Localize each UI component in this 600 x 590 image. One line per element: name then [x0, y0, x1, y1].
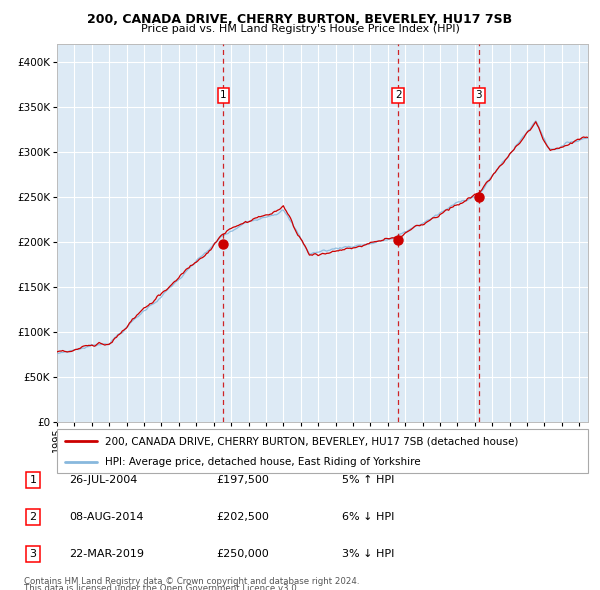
Text: Contains HM Land Registry data © Crown copyright and database right 2024.: Contains HM Land Registry data © Crown c…	[24, 577, 359, 586]
Text: 1: 1	[29, 475, 37, 484]
Text: This data is licensed under the Open Government Licence v3.0.: This data is licensed under the Open Gov…	[24, 584, 299, 590]
Text: 6% ↓ HPI: 6% ↓ HPI	[342, 512, 394, 522]
Text: £202,500: £202,500	[216, 512, 269, 522]
Text: £197,500: £197,500	[216, 475, 269, 484]
Text: HPI: Average price, detached house, East Riding of Yorkshire: HPI: Average price, detached house, East…	[105, 457, 421, 467]
Text: 08-AUG-2014: 08-AUG-2014	[69, 512, 143, 522]
Text: 22-MAR-2019: 22-MAR-2019	[69, 549, 144, 559]
Text: 1: 1	[220, 90, 227, 100]
Text: 2: 2	[395, 90, 401, 100]
Text: 2: 2	[29, 512, 37, 522]
Text: 200, CANADA DRIVE, CHERRY BURTON, BEVERLEY, HU17 7SB (detached house): 200, CANADA DRIVE, CHERRY BURTON, BEVERL…	[105, 437, 518, 446]
Text: 26-JUL-2004: 26-JUL-2004	[69, 475, 137, 484]
Text: £250,000: £250,000	[216, 549, 269, 559]
Text: Price paid vs. HM Land Registry's House Price Index (HPI): Price paid vs. HM Land Registry's House …	[140, 24, 460, 34]
Text: 5% ↑ HPI: 5% ↑ HPI	[342, 475, 394, 484]
Text: 3: 3	[475, 90, 482, 100]
Text: 3% ↓ HPI: 3% ↓ HPI	[342, 549, 394, 559]
Text: 200, CANADA DRIVE, CHERRY BURTON, BEVERLEY, HU17 7SB: 200, CANADA DRIVE, CHERRY BURTON, BEVERL…	[88, 13, 512, 26]
Text: 3: 3	[29, 549, 37, 559]
